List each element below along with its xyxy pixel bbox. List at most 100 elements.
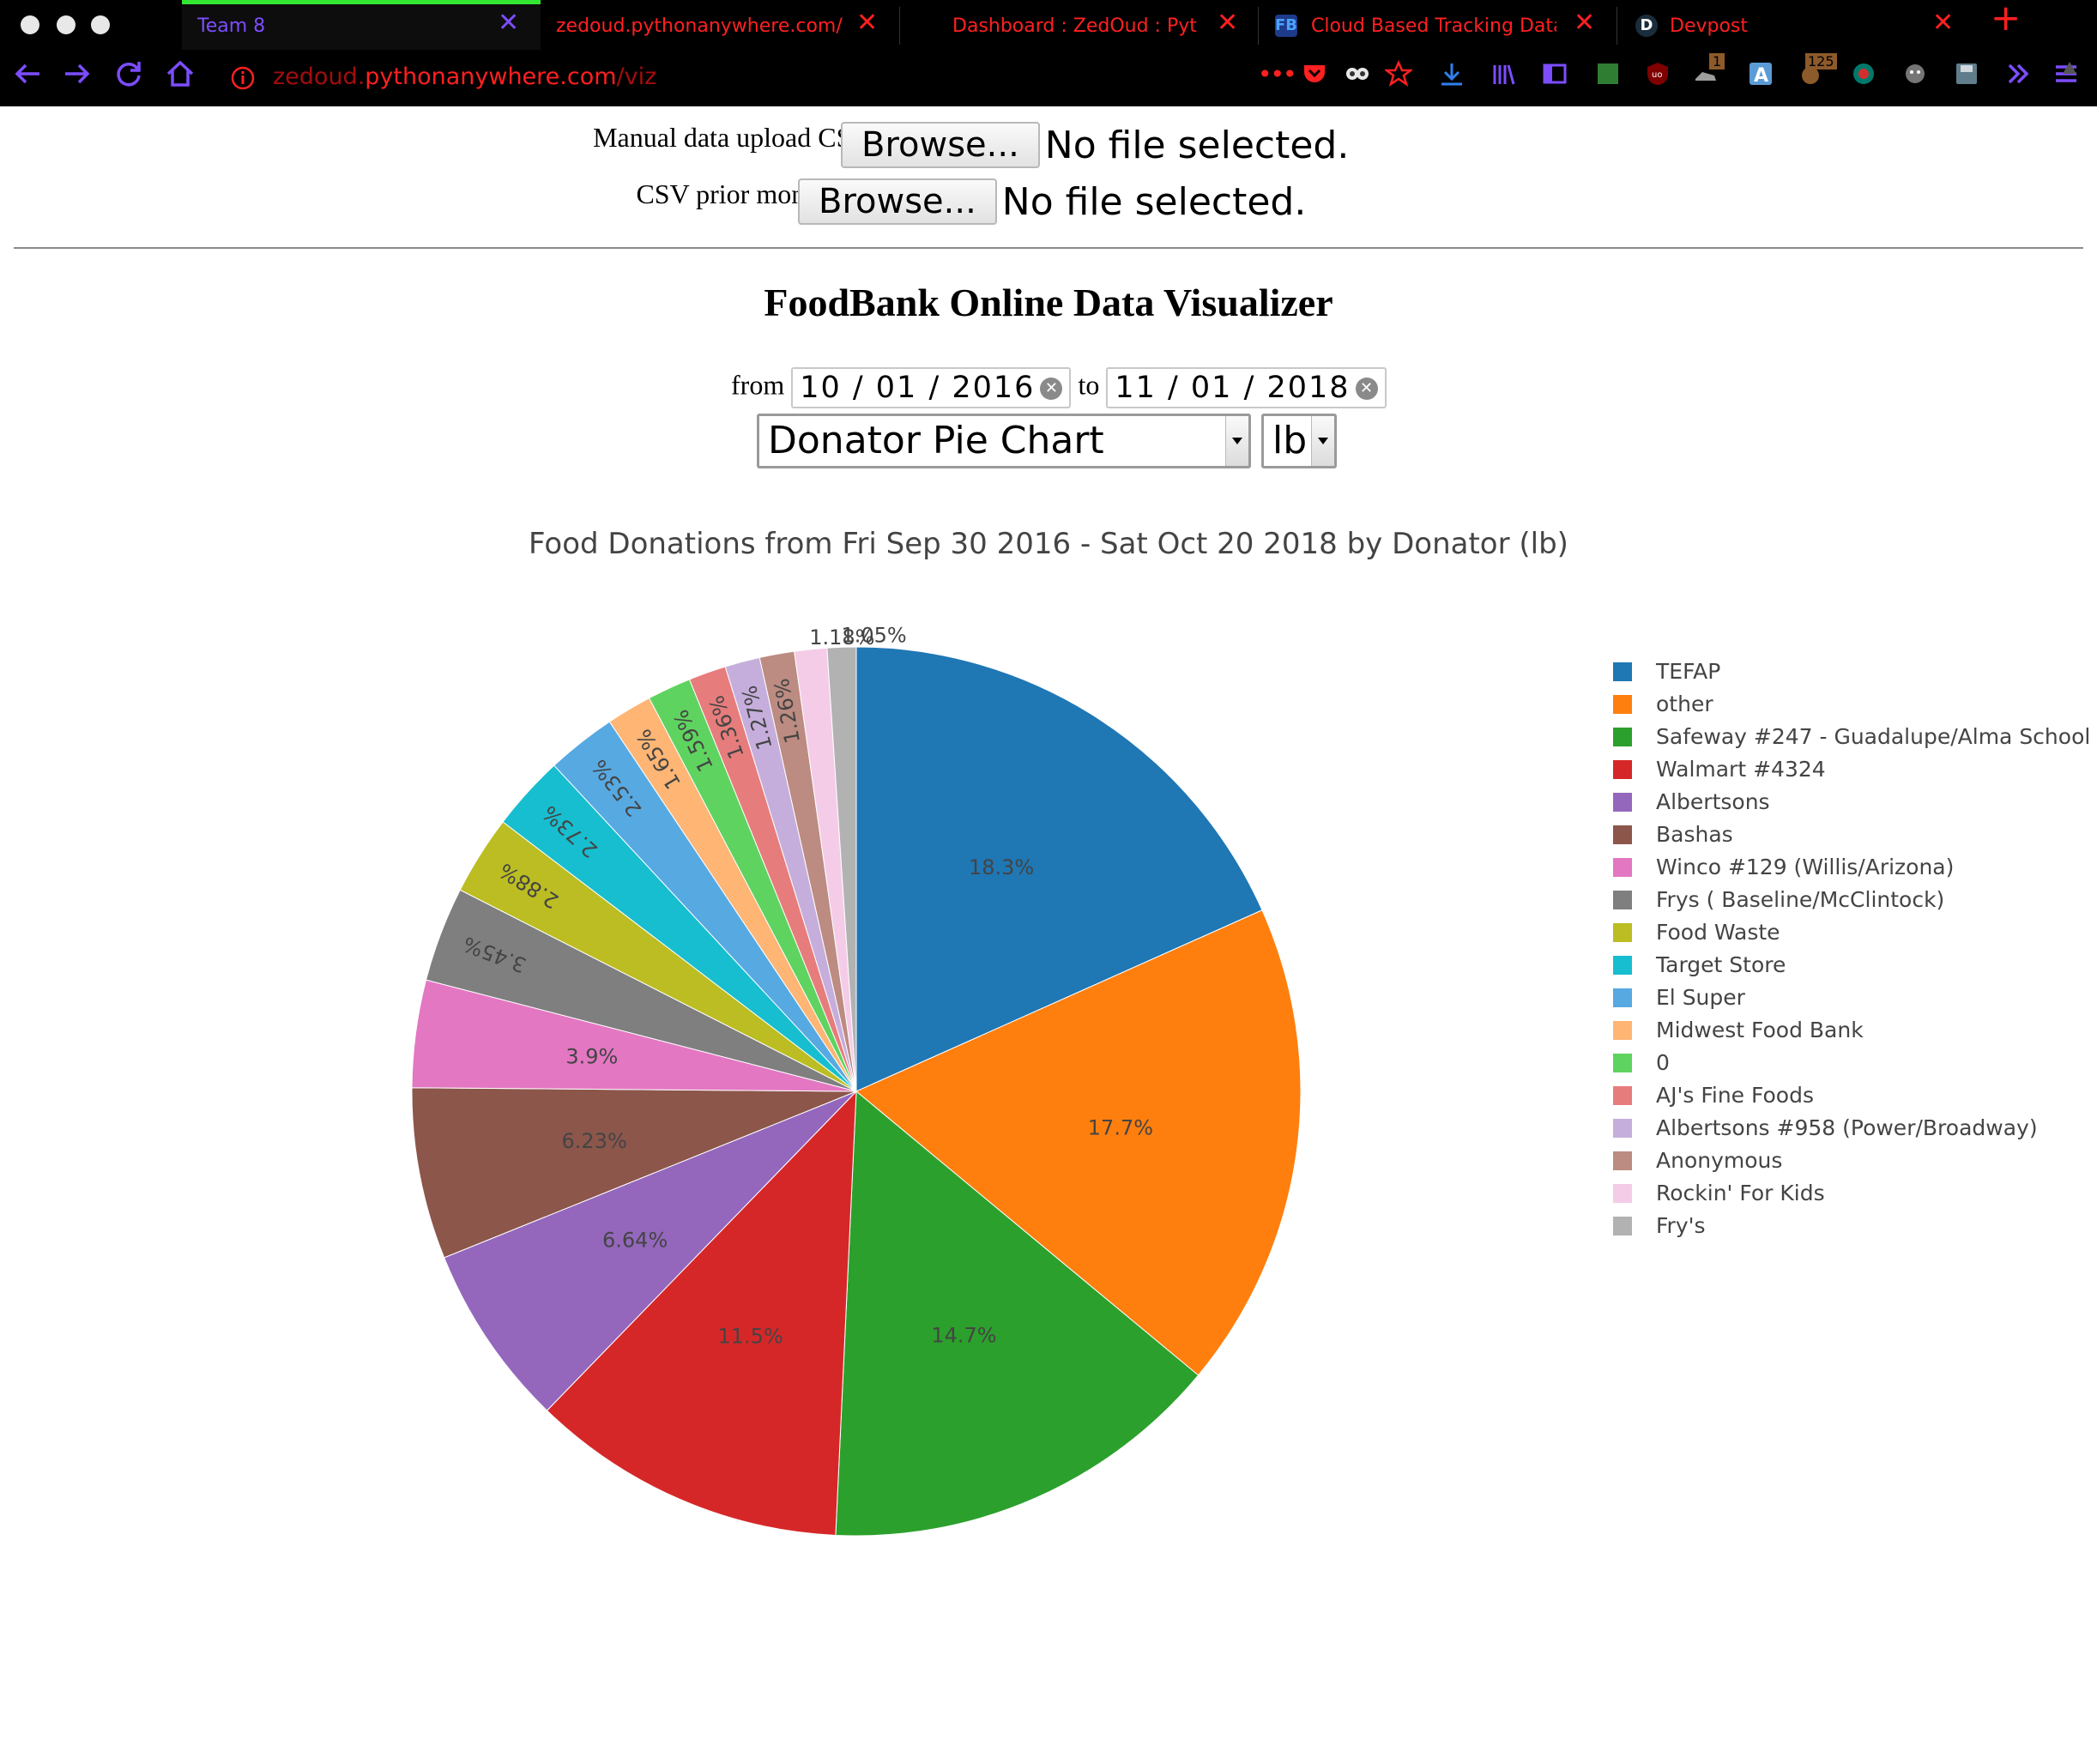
tab-devpost[interactable]: D Devpost ✕: [1617, 0, 1975, 50]
divider: [14, 247, 2083, 249]
legend-swatch: [1613, 1184, 1632, 1203]
reload-icon[interactable]: [113, 58, 144, 89]
legend-label: Walmart #4324: [1656, 757, 1826, 782]
unit-select[interactable]: lb: [1261, 414, 1337, 468]
tab-label: Dashboard : ZedOud : Pytho: [952, 15, 1198, 37]
menu-icon[interactable]: [2052, 60, 2080, 88]
clear-to-date-icon[interactable]: ✕: [1355, 378, 1378, 400]
close-tab-icon[interactable]: ✕: [1932, 8, 1955, 38]
manual-no-file-text: No file selected.: [1044, 123, 1350, 167]
chart-type-select[interactable]: Donator Pie Chart: [757, 414, 1251, 468]
new-tab-button[interactable]: +: [1991, 0, 2021, 39]
close-tab-icon[interactable]: ✕: [1217, 8, 1239, 38]
legend-label: Bashas: [1656, 822, 1733, 847]
legend-swatch: [1613, 1217, 1632, 1235]
sidebar-icon[interactable]: [1541, 60, 1568, 88]
close-tab-icon[interactable]: ✕: [498, 8, 520, 38]
maximize-window-icon[interactable]: [91, 15, 110, 34]
legend-label: Fry's: [1656, 1213, 1706, 1238]
tab-label: Team 8: [197, 15, 266, 37]
forward-arrow-icon[interactable]: [62, 58, 93, 89]
legend-label: Anonymous: [1656, 1148, 1783, 1173]
tab-label: Devpost: [1670, 15, 1749, 37]
tab-label: Cloud Based Tracking Datab: [1311, 15, 1556, 37]
back-arrow-icon[interactable]: [12, 58, 43, 89]
legend-swatch: [1613, 891, 1632, 909]
slice-label-1: 17.7%: [1088, 1115, 1153, 1139]
to-label: to: [1078, 369, 1100, 401]
download-icon[interactable]: [1438, 60, 1465, 88]
url-bar[interactable]: zedoud.pythonanywhere.com/viz: [273, 63, 656, 90]
pocket-icon[interactable]: [1301, 60, 1328, 88]
devpost-favicon-icon: D: [1635, 15, 1658, 37]
legend-swatch: [1613, 956, 1632, 975]
legend-label: El Super: [1656, 985, 1745, 1010]
from-date-value: 10 / 01 / 2016: [800, 371, 1036, 405]
avatar-extension-icon[interactable]: [1901, 60, 1929, 88]
prior-no-file-text: No file selected.: [1001, 179, 1307, 224]
legend-swatch: [1613, 923, 1632, 942]
tab-team-8[interactable]: Team 8 ✕: [182, 0, 541, 50]
tab-cloud-tracking[interactable]: FB Cloud Based Tracking Datab ✕: [1258, 0, 1617, 50]
legend-swatch: [1613, 793, 1632, 812]
legend-swatch: [1613, 988, 1632, 1007]
clear-from-date-icon[interactable]: ✕: [1040, 378, 1063, 400]
active-tab-indicator: [182, 0, 541, 4]
pie-slice-3[interactable]: [546, 1090, 857, 1536]
svg-text:A: A: [1754, 65, 1768, 87]
home-icon[interactable]: [165, 58, 196, 89]
pie-slice-4[interactable]: [443, 1090, 857, 1411]
from-label: from: [731, 369, 785, 401]
shoe-extension-icon[interactable]: [1692, 60, 1719, 88]
manual-browse-button[interactable]: Browse...: [841, 122, 1040, 168]
date-range: from 10 / 01 / 2016 ✕ to 11 / 01 / 2018 ✕: [731, 367, 1387, 408]
chevron-down-icon: [1225, 416, 1248, 466]
extension-brown-icon[interactable]: [1797, 60, 1824, 88]
minimize-window-icon[interactable]: [57, 15, 76, 34]
pie-slice-5[interactable]: [411, 1087, 857, 1259]
slice-label-3: 11.5%: [718, 1324, 783, 1348]
mask-icon[interactable]: [1344, 60, 1371, 88]
close-tab-icon[interactable]: ✕: [1574, 8, 1596, 38]
save-page-icon[interactable]: [1953, 60, 1980, 88]
unit-value: lb: [1272, 419, 1308, 462]
legend-label: Rockin' For Kids: [1656, 1181, 1825, 1205]
manual-upload-label: Manual data upload CSV:: [593, 122, 877, 153]
overflow-chevron-icon[interactable]: [2004, 60, 2032, 88]
legend-label: Albertsons #958 (Power/Broadway): [1656, 1115, 2038, 1140]
tab-zedoud[interactable]: zedoud.pythonanywhere.com/ ✕: [541, 0, 899, 50]
page-actions-icon[interactable]: •••: [1258, 60, 1297, 88]
pie-slice-2[interactable]: [835, 1090, 1200, 1537]
slice-label-6: 3.9%: [565, 1044, 618, 1068]
to-date-input[interactable]: 11 / 01 / 2018 ✕: [1106, 367, 1387, 408]
legend-label: Midwest Food Bank: [1656, 1018, 1864, 1042]
legend-swatch: [1613, 825, 1632, 844]
bookmark-star-icon[interactable]: [1385, 60, 1412, 88]
from-date-input[interactable]: 10 / 01 / 2016 ✕: [791, 367, 1072, 408]
target-extension-icon[interactable]: [1850, 60, 1877, 88]
slice-label-0: 18.3%: [969, 855, 1034, 879]
close-window-icon[interactable]: [21, 15, 39, 34]
close-tab-icon[interactable]: ✕: [856, 8, 879, 38]
legend-label: Albertsons: [1656, 789, 1770, 814]
manual-upload-control: Browse... No file selected.: [841, 122, 1349, 168]
slice-label-4: 6.64%: [602, 1229, 668, 1253]
extension-green-icon[interactable]: [1594, 60, 1622, 88]
pie-slice-17[interactable]: [826, 646, 857, 1092]
url-domain: pythonanywhere.com: [365, 63, 617, 90]
browser-chrome: Team 8 ✕ zedoud.pythonanywhere.com/ ✕ Da…: [0, 0, 2097, 106]
translate-a-icon[interactable]: A: [1747, 60, 1774, 88]
legend-label: Food Waste: [1656, 920, 1780, 945]
site-info-icon[interactable]: [230, 65, 256, 91]
tab-dashboard[interactable]: Dashboard : ZedOud : Pytho ✕: [899, 0, 1258, 50]
pie-slice-0[interactable]: [855, 646, 1263, 1092]
library-icon[interactable]: [1490, 60, 1517, 88]
ublock-icon[interactable]: uo: [1644, 60, 1671, 88]
prior-browse-button[interactable]: Browse...: [798, 178, 997, 225]
pie-slice-1[interactable]: [855, 909, 1302, 1376]
tab-label: zedoud.pythonanywhere.com/: [556, 15, 843, 37]
legend-swatch: [1613, 1119, 1632, 1138]
legend-swatch: [1613, 662, 1632, 681]
page-title: FoodBank Online Data Visualizer: [764, 281, 1333, 324]
